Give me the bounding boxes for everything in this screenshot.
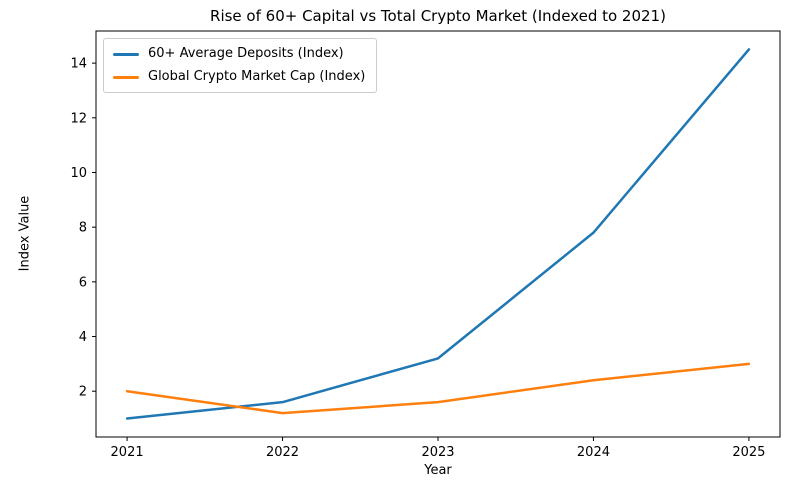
series-line-1 (125, 362, 751, 415)
y-tick-label: 12 (70, 111, 87, 126)
x-tick-label: 2025 (732, 445, 765, 460)
legend-label-deposits: 60+ Average Deposits (Index) (148, 46, 344, 61)
legend-label-marketcap: Global Crypto Market Cap (Index) (148, 69, 366, 84)
chart-title: Rise of 60+ Capital vs Total Crypto Mark… (210, 7, 666, 25)
y-tick-label: 10 (70, 166, 87, 181)
legend-item: 60+ Average Deposits (Index) (113, 46, 365, 62)
y-tick-label: 4 (79, 330, 87, 345)
y-tick-label: 8 (79, 221, 87, 236)
legend-swatch-deposits (113, 52, 139, 56)
x-tick-label: 2022 (266, 445, 299, 460)
legend-item: Global Crypto Market Cap (Index) (113, 69, 365, 85)
legend-swatch-marketcap (113, 75, 139, 79)
y-tick-label: 14 (70, 57, 87, 72)
y-tick-label: 6 (79, 275, 87, 290)
x-tick-label: 2024 (577, 445, 610, 460)
legend: 60+ Average Deposits (Index) Global Cryp… (103, 38, 378, 93)
y-axis-label: Index Value (17, 195, 33, 272)
x-tick-label: 2021 (111, 445, 144, 460)
x-tick-label: 2023 (421, 445, 454, 460)
y-tick-label: 2 (79, 385, 87, 400)
x-axis-label: Year (424, 463, 452, 478)
series-line-0 (125, 48, 751, 420)
